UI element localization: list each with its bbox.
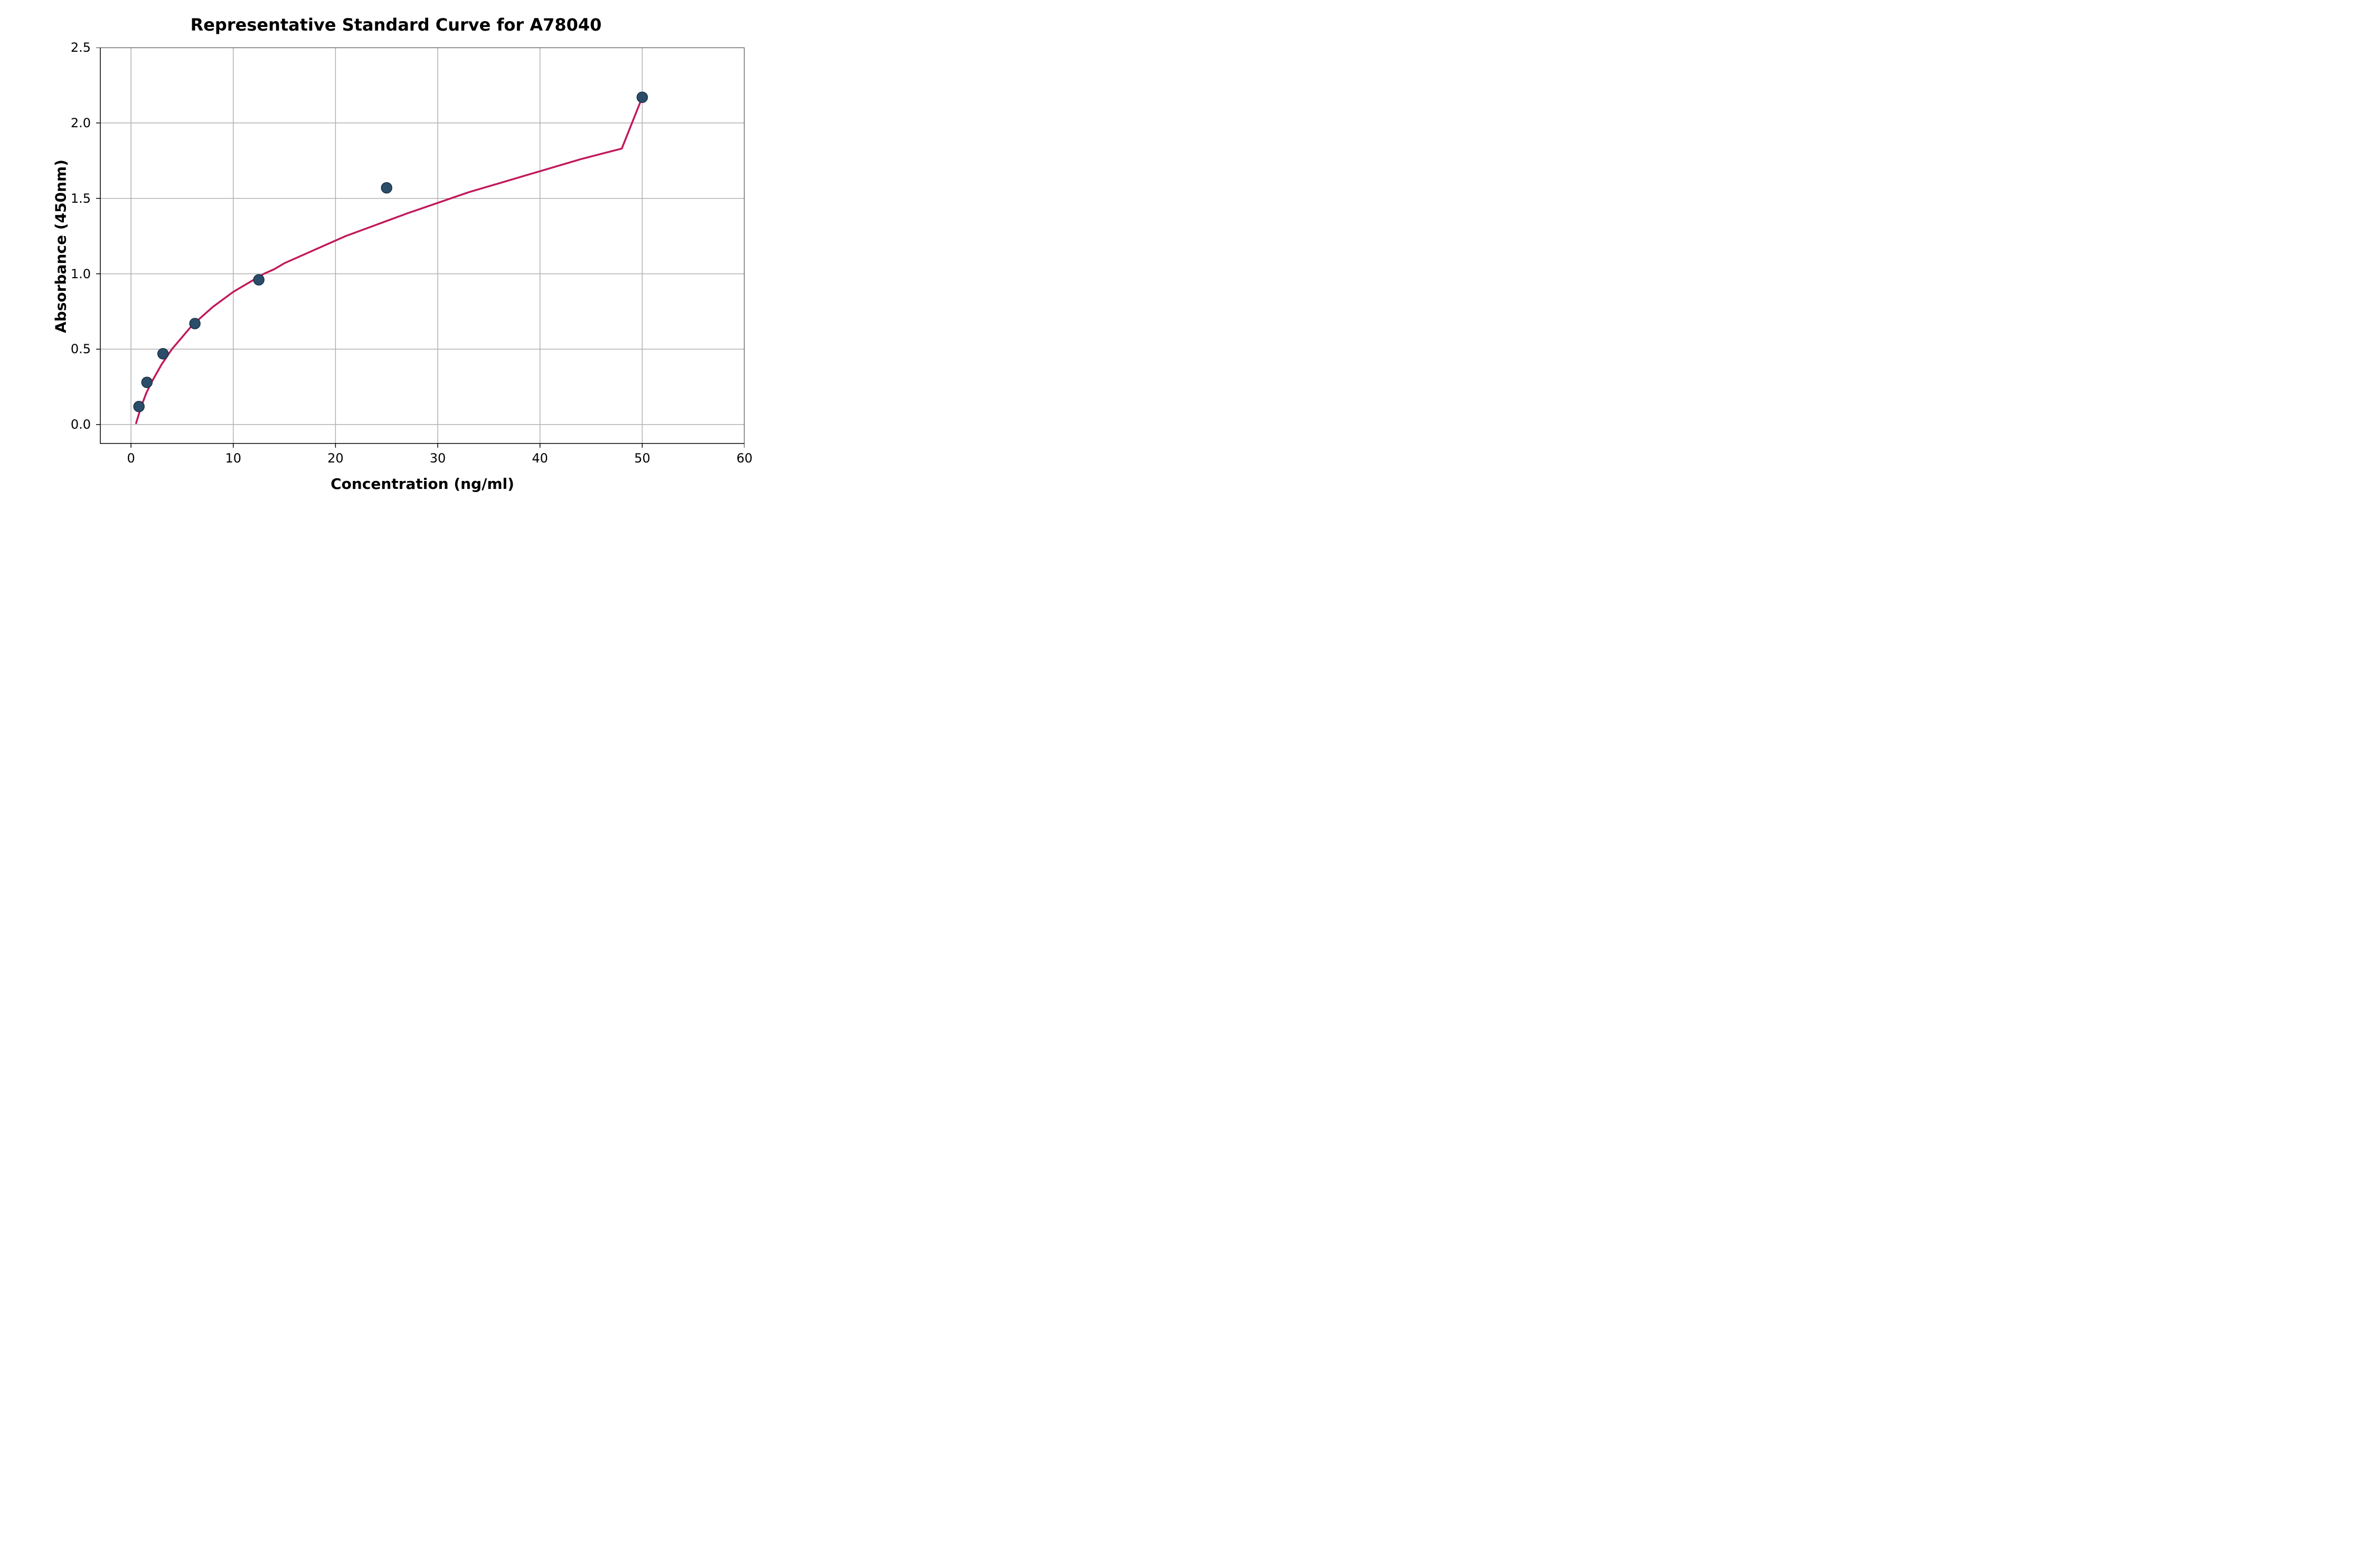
chart-title: Representative Standard Curve for A78040: [0, 15, 792, 35]
x-tick-label: 40: [524, 451, 556, 466]
data-point: [158, 348, 168, 359]
plot-area: [100, 48, 744, 443]
y-tick-label: 1.0: [71, 267, 91, 281]
data-point: [190, 318, 200, 329]
x-tick-label: 60: [729, 451, 760, 466]
x-tick-label: 20: [319, 451, 351, 466]
y-tick-label: 0.5: [71, 342, 91, 356]
y-tick-label: 1.5: [71, 191, 91, 206]
fitted-curve: [136, 97, 643, 423]
y-tick-label: 2.0: [71, 116, 91, 130]
x-tick-label: 0: [115, 451, 147, 466]
x-axis-label: Concentration (ng/ml): [100, 475, 744, 493]
data-point: [142, 377, 152, 388]
data-point: [381, 183, 392, 193]
x-tick-label: 50: [626, 451, 658, 466]
curve: [136, 97, 643, 423]
data-point: [134, 401, 144, 412]
y-tick-label: 2.5: [71, 40, 91, 55]
y-tick-label: 0.0: [71, 417, 91, 432]
data-point: [253, 275, 264, 285]
plot-frame: [100, 48, 744, 443]
y-axis-label: Absorbance (450nm): [52, 49, 70, 445]
tick-marks: [96, 48, 744, 448]
chart-container: Representative Standard Curve for A78040…: [0, 0, 792, 523]
x-tick-label: 10: [218, 451, 249, 466]
scatter-points: [134, 92, 647, 412]
data-point: [637, 92, 647, 102]
x-tick-label: 30: [422, 451, 454, 466]
plot-svg: [95, 48, 744, 449]
gridlines: [100, 48, 744, 443]
